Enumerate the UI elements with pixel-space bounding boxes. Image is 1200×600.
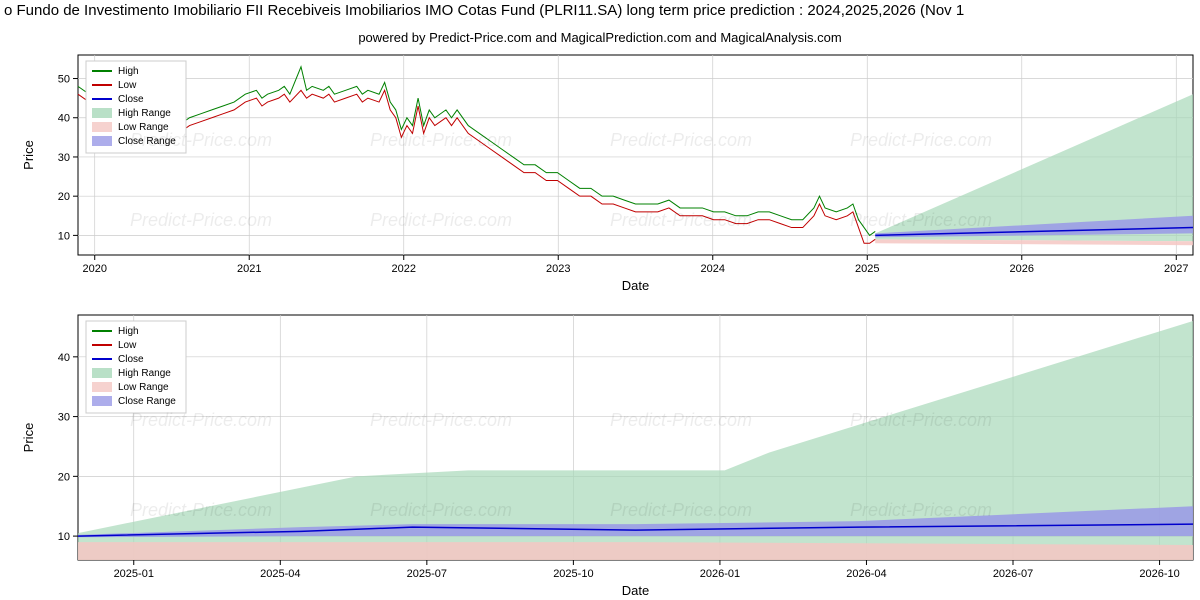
svg-text:20: 20 (58, 471, 70, 483)
svg-text:50: 50 (58, 74, 70, 86)
svg-text:Close Range: Close Range (118, 136, 176, 147)
chart-container: o Fundo de Investimento Imobiliario FII … (0, 0, 1200, 600)
svg-text:2025-01: 2025-01 (114, 568, 154, 580)
svg-text:Close: Close (118, 354, 144, 365)
svg-text:10: 10 (58, 531, 70, 543)
svg-text:2026: 2026 (1010, 263, 1034, 275)
svg-text:2025-07: 2025-07 (407, 568, 447, 580)
svg-text:Price: Price (21, 140, 36, 170)
svg-text:High: High (118, 66, 139, 77)
svg-text:30: 30 (58, 412, 70, 424)
chart-svg: 10 20 30 40 50 2020 2021 2022 2023 2024 2025 2026 20… (0, 0, 1200, 600)
svg-text:2022: 2022 (391, 263, 415, 275)
svg-text:2026-04: 2026-04 (846, 568, 886, 580)
svg-text:Low Range: Low Range (118, 382, 169, 393)
svg-text:2025-04: 2025-04 (260, 568, 300, 580)
svg-text:2027: 2027 (1164, 263, 1188, 275)
svg-text:Close Range: Close Range (118, 396, 176, 407)
svg-text:40: 40 (58, 352, 70, 364)
svg-text:Low: Low (118, 340, 137, 351)
svg-text:2026-10: 2026-10 (1139, 568, 1179, 580)
svg-text:2021: 2021 (237, 263, 261, 275)
svg-text:Low Range: Low Range (118, 122, 169, 133)
svg-text:2024: 2024 (701, 263, 725, 275)
svg-text:2025: 2025 (855, 263, 879, 275)
svg-text:Low: Low (118, 80, 137, 91)
svg-text:2026-01: 2026-01 (700, 568, 740, 580)
svg-text:High: High (118, 326, 139, 337)
svg-text:Price: Price (21, 423, 36, 453)
svg-text:Close: Close (118, 94, 144, 105)
svg-text:2025-10: 2025-10 (553, 568, 593, 580)
svg-text:10: 10 (58, 230, 70, 242)
svg-text:High Range: High Range (118, 368, 171, 379)
svg-text:30: 30 (58, 152, 70, 164)
svg-text:40: 40 (58, 113, 70, 125)
svg-text:20: 20 (58, 191, 70, 203)
svg-text:2026-07: 2026-07 (993, 568, 1033, 580)
svg-text:High Range: High Range (118, 108, 171, 119)
svg-text:Date: Date (622, 583, 649, 598)
svg-text:2023: 2023 (546, 263, 570, 275)
svg-text:2020: 2020 (82, 263, 106, 275)
svg-text:Date: Date (622, 278, 649, 293)
